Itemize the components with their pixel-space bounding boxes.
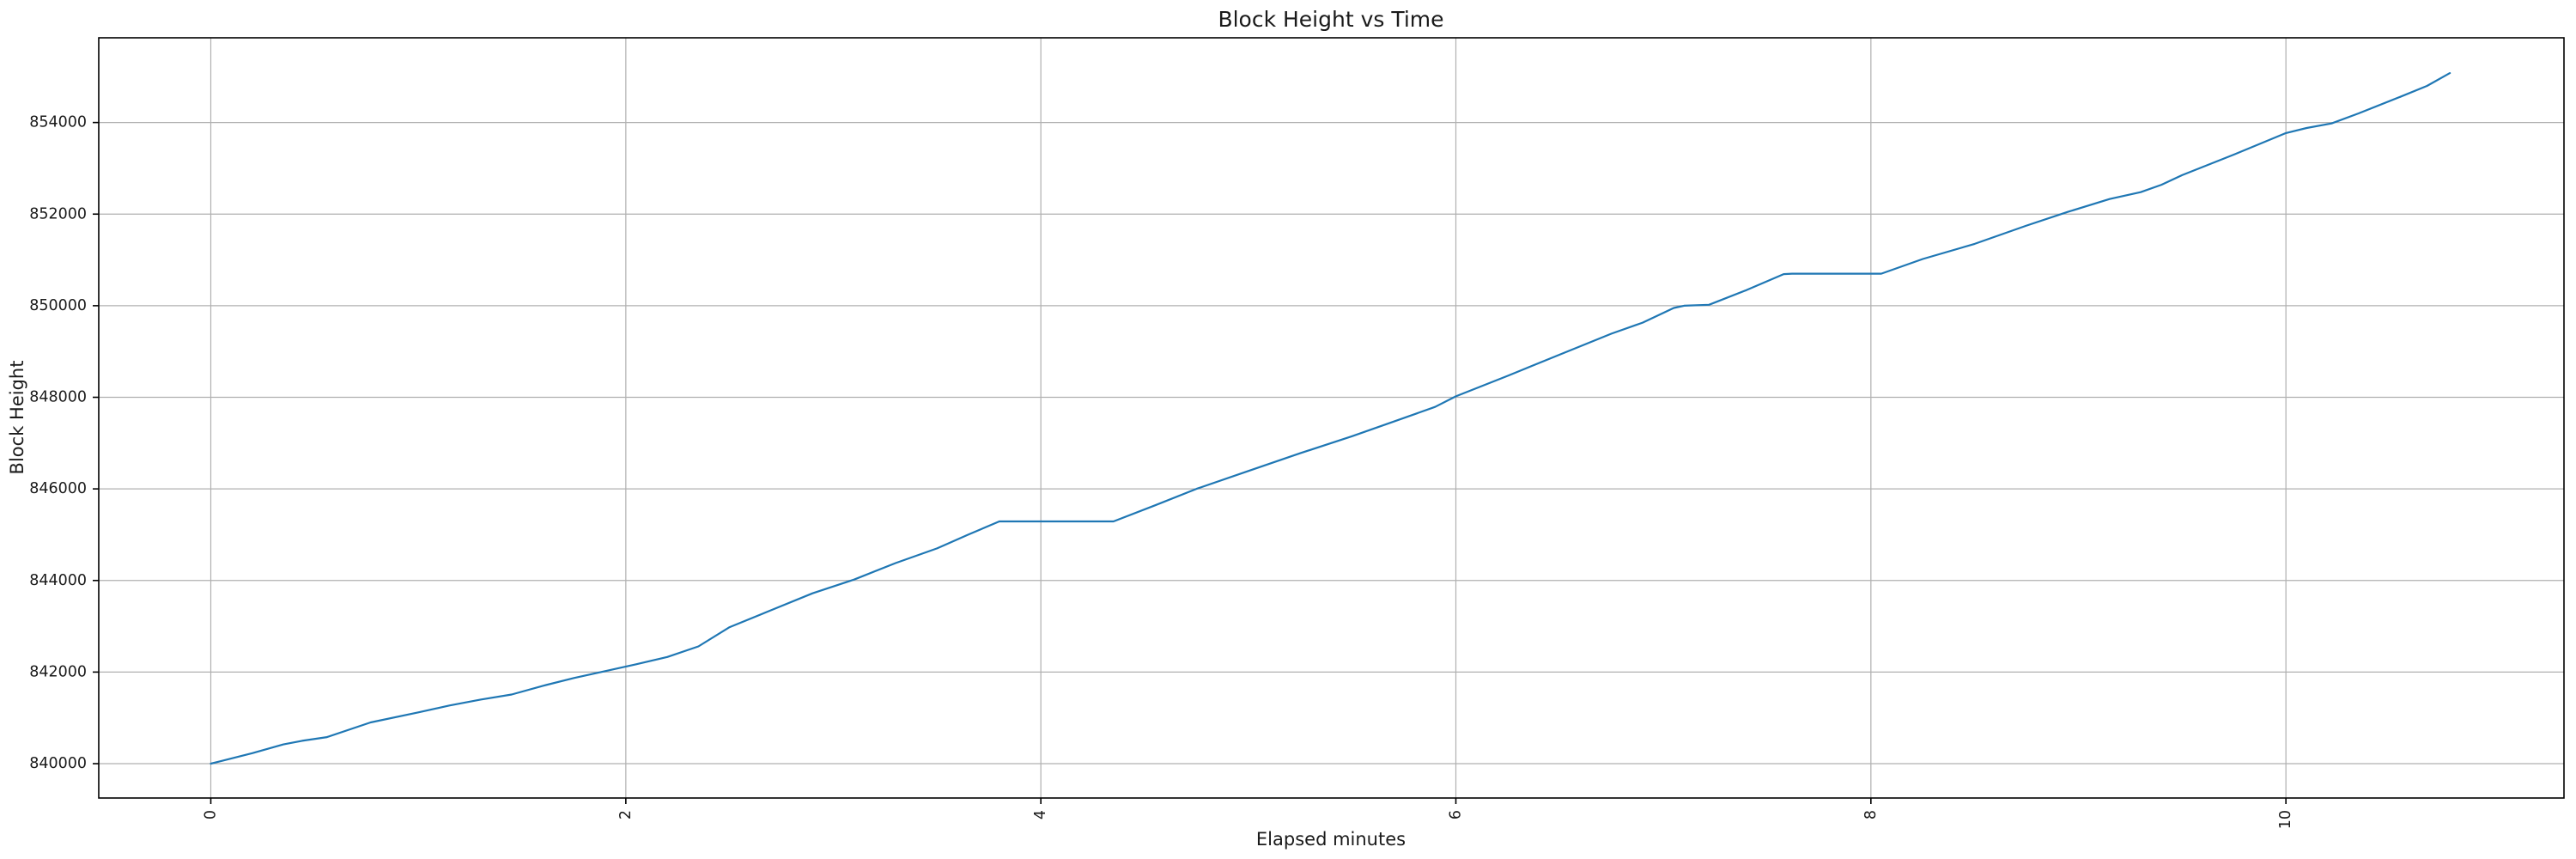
x-tick-label: 8 <box>1862 810 1880 819</box>
x-tick-labels: 0 2 4 6 8 10 <box>203 810 2295 829</box>
y-tick-label: 854000 <box>29 114 87 131</box>
x-tick-label: 0 <box>203 810 220 819</box>
y-tick-label: 844000 <box>29 572 87 589</box>
y-axis-label: Block Height <box>7 361 27 475</box>
x-axis-label: Elapsed minutes <box>1256 829 1406 850</box>
x-tick-label: 10 <box>2277 810 2294 829</box>
y-tick-label: 850000 <box>29 297 87 314</box>
plot-border <box>98 37 2565 799</box>
data-series <box>210 71 2451 765</box>
y-tick-labels: 840000 842000 844000 846000 848000 850000 8520… <box>29 114 87 772</box>
y-tick-label: 846000 <box>29 480 87 497</box>
grid-lines <box>99 38 2564 798</box>
y-tick-label: 840000 <box>29 755 87 772</box>
block-height-line <box>210 71 2451 765</box>
y-tick-label: 848000 <box>29 389 87 406</box>
y-tick-label: 852000 <box>29 205 87 222</box>
y-tick-label: 842000 <box>29 663 87 680</box>
chart-title: Block Height vs Time <box>1218 7 1443 32</box>
axis-ticks <box>93 121 2287 804</box>
x-tick-label: 4 <box>1032 810 1049 819</box>
x-tick-label: 2 <box>617 810 635 819</box>
x-tick-label: 6 <box>1448 810 1465 819</box>
